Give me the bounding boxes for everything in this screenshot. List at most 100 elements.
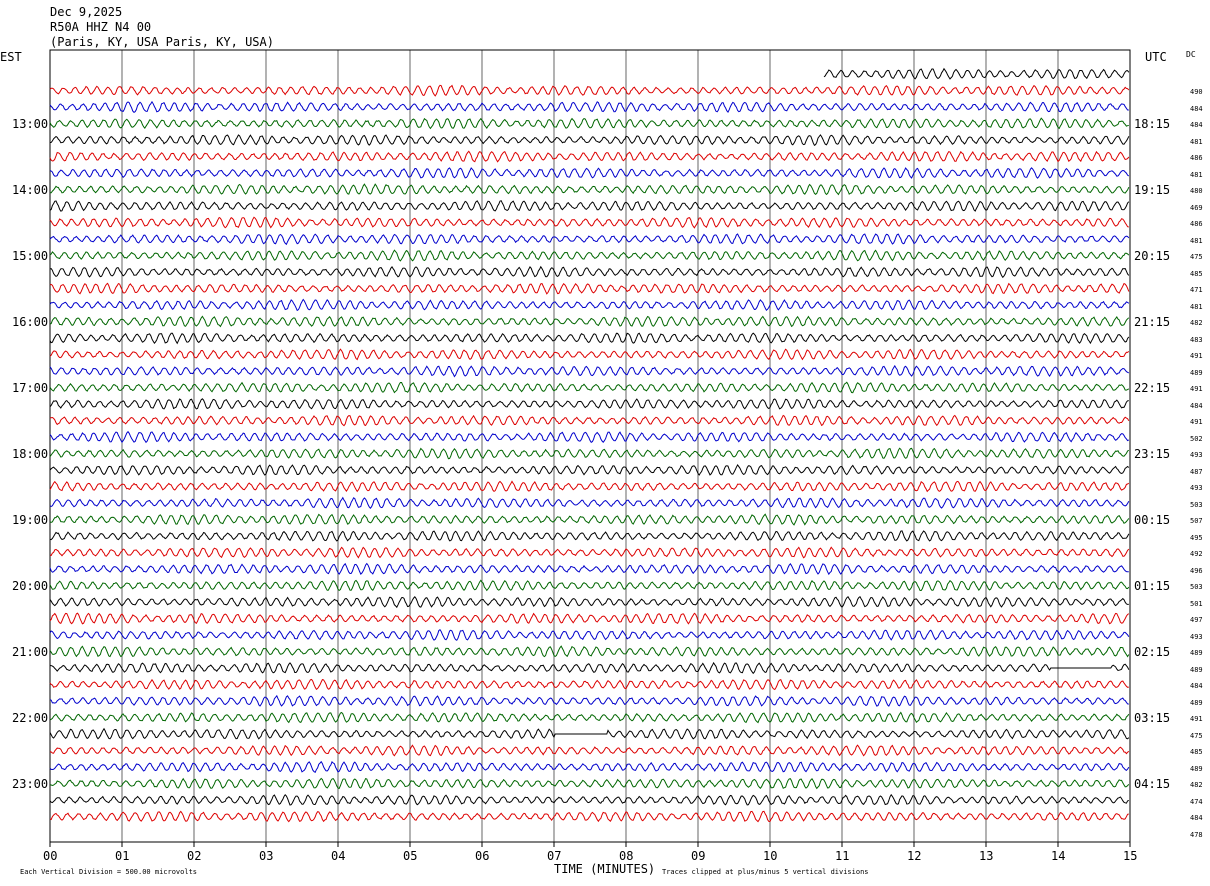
right-hour-label: 18:15 bbox=[1134, 116, 1171, 131]
dc-offset-label: 501 bbox=[1190, 599, 1203, 608]
x-tick-label: 04 bbox=[331, 849, 346, 863]
dc-offset-label: 495 bbox=[1190, 533, 1203, 542]
trace-26 bbox=[49, 496, 1130, 509]
dc-offset-label: 481 bbox=[1190, 236, 1203, 245]
right-hour-label: 22:15 bbox=[1134, 380, 1171, 395]
x-tick-label: 00 bbox=[43, 849, 58, 863]
left-hour-label: 15:00 bbox=[12, 248, 49, 263]
left-hour-label: 18:00 bbox=[12, 446, 49, 461]
trace-5 bbox=[49, 150, 1130, 163]
x-tick-label: 15 bbox=[1123, 849, 1138, 863]
x-tick-label: 05 bbox=[403, 849, 418, 863]
dc-offset-label: 484 bbox=[1190, 814, 1203, 822]
x-axis-title: TIME (MINUTES) bbox=[554, 862, 656, 876]
trace-40 bbox=[49, 727, 1130, 740]
trace-8 bbox=[49, 200, 1130, 212]
trace-42 bbox=[49, 760, 1130, 774]
trace-33 bbox=[49, 612, 1130, 625]
dc-offset-label: 493 bbox=[1190, 451, 1203, 459]
dc-offset-label: 482 bbox=[1190, 781, 1203, 789]
trace-13 bbox=[49, 282, 1130, 295]
dc-offset-label: 474 bbox=[1190, 797, 1203, 806]
trace-24 bbox=[49, 463, 1130, 476]
right-hour-label: 23:15 bbox=[1134, 446, 1171, 461]
right-hour-label: 01:15 bbox=[1134, 578, 1171, 593]
trace-39 bbox=[49, 711, 1130, 724]
trace-3 bbox=[49, 117, 1129, 130]
dc-offset-label: 493 bbox=[1190, 484, 1203, 492]
x-tick-label: 14 bbox=[1051, 849, 1066, 863]
header-location: (Paris, KY, USA Paris, KY, USA) bbox=[50, 35, 274, 49]
trace-14 bbox=[49, 298, 1130, 312]
left-hour-label: 16:00 bbox=[12, 314, 49, 329]
clip-note: Traces clipped at plus/minus 5 vertical … bbox=[662, 868, 869, 876]
trace-30 bbox=[49, 562, 1129, 576]
left-timezone-label: EST bbox=[0, 50, 22, 64]
x-tick-label: 06 bbox=[475, 849, 490, 863]
trace-45 bbox=[49, 810, 1129, 823]
trace-19 bbox=[49, 381, 1130, 394]
trace-17 bbox=[49, 348, 1130, 361]
dc-offset-label: 489 bbox=[1190, 665, 1203, 674]
trace-0 bbox=[823, 67, 1130, 80]
dc-offset-label: 481 bbox=[1190, 170, 1203, 179]
dc-offset-label: 478 bbox=[1190, 830, 1203, 839]
dc-offset-label: 475 bbox=[1190, 253, 1203, 261]
dc-offset-label: 486 bbox=[1190, 220, 1203, 228]
left-hour-label: 23:00 bbox=[12, 776, 49, 791]
right-hour-label: 19:15 bbox=[1134, 182, 1171, 197]
dc-offset-label: 487 bbox=[1190, 467, 1203, 476]
left-hour-label: 19:00 bbox=[12, 512, 49, 527]
dc-offset-label: 489 bbox=[1190, 764, 1203, 773]
right-hour-label: 00:15 bbox=[1134, 512, 1171, 527]
trace-20 bbox=[49, 398, 1129, 410]
trace-28 bbox=[49, 530, 1130, 542]
plot-frame bbox=[49, 49, 1131, 843]
x-tick-label: 12 bbox=[907, 849, 922, 863]
dc-offset-label: 502 bbox=[1190, 434, 1203, 443]
x-tick-label: 10 bbox=[763, 849, 778, 863]
x-tick-label: 01 bbox=[115, 849, 130, 863]
dc-offset-label: 485 bbox=[1190, 748, 1203, 756]
trace-41 bbox=[49, 744, 1130, 757]
dc-offset-label: 489 bbox=[1190, 649, 1203, 657]
dc-offset-label: 469 bbox=[1190, 203, 1203, 212]
trace-32 bbox=[49, 595, 1129, 609]
trace-11 bbox=[49, 249, 1130, 262]
left-hour-label: 20:00 bbox=[12, 578, 49, 593]
trace-4 bbox=[49, 134, 1130, 147]
dc-offset-label: 489 bbox=[1190, 698, 1203, 707]
dc-offset-label: 484 bbox=[1190, 682, 1203, 690]
left-hour-label: 22:00 bbox=[12, 710, 49, 725]
dc-offset-label: 480 bbox=[1190, 187, 1203, 195]
trace-25 bbox=[49, 480, 1130, 493]
dc-offset-label: 493 bbox=[1190, 632, 1203, 641]
trace-35 bbox=[49, 645, 1130, 658]
dc-offset-label: 497 bbox=[1190, 616, 1203, 624]
dc-offset-label: 491 bbox=[1190, 385, 1203, 393]
right-hour-label: 20:15 bbox=[1134, 248, 1171, 263]
trace-22 bbox=[49, 430, 1130, 444]
left-hour-label: 14:00 bbox=[12, 182, 49, 197]
right-hour-label: 03:15 bbox=[1134, 710, 1171, 725]
dc-offset-label: 491 bbox=[1190, 715, 1203, 723]
trace-34 bbox=[49, 628, 1130, 641]
dc-offset-label: 486 bbox=[1190, 154, 1203, 162]
x-tick-label: 03 bbox=[259, 849, 274, 863]
right-hour-label: 21:15 bbox=[1134, 314, 1171, 329]
dc-offset-label: 481 bbox=[1190, 137, 1203, 146]
x-tick-label: 02 bbox=[187, 849, 202, 863]
trace-37 bbox=[49, 678, 1129, 691]
dc-offset-label: 481 bbox=[1190, 302, 1203, 311]
x-tick-label: 07 bbox=[547, 849, 562, 863]
trace-7 bbox=[50, 183, 1130, 196]
dc-offset-label: 482 bbox=[1190, 319, 1203, 327]
dc-offset-label: 496 bbox=[1190, 566, 1203, 575]
trace-27 bbox=[49, 513, 1130, 526]
trace-31 bbox=[49, 579, 1130, 592]
trace-36 bbox=[50, 661, 1130, 675]
trace-44 bbox=[49, 793, 1129, 806]
trace-1 bbox=[49, 84, 1130, 97]
dc-offset-label: 485 bbox=[1190, 269, 1203, 278]
